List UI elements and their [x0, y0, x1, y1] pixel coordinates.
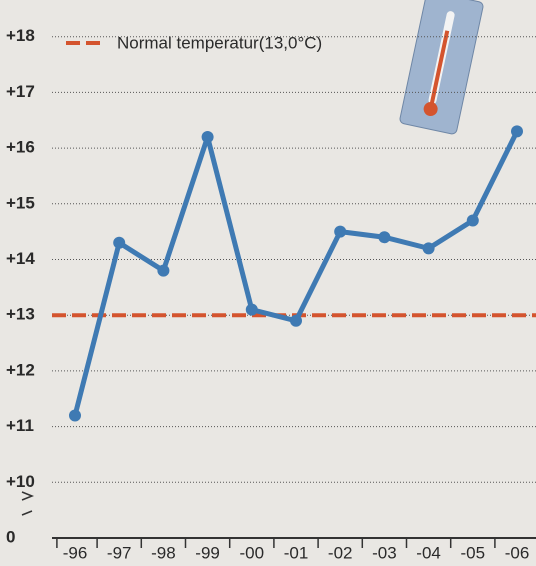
- page: 0 +10 +11 +12 +13 +14 +15 +16 +17 +18 -96 -97 -98 -99…: [0, 0, 536, 566]
- x-tick-label: -01: [284, 543, 309, 562]
- x-tick-label: -02: [328, 543, 353, 562]
- data-point: [246, 304, 258, 316]
- data-point: [113, 237, 125, 249]
- chart: 0 +10 +11 +12 +13 +14 +15 +16 +17 +18 -96 -97 -98 -99…: [0, 0, 536, 566]
- x-tick-label: -04: [416, 543, 441, 562]
- data-point: [157, 265, 169, 277]
- x-tick-label: -99: [195, 543, 220, 562]
- data-point: [290, 315, 302, 327]
- y-tick-label: +14: [6, 249, 35, 268]
- y-tick-label: +13: [6, 305, 35, 324]
- x-tick-label: -96: [63, 543, 88, 562]
- x-tick-label: -97: [107, 543, 132, 562]
- y-tick-label: +11: [6, 416, 34, 435]
- data-point: [378, 231, 390, 243]
- x-tick-label: -06: [505, 543, 530, 562]
- x-tick-label: -98: [151, 543, 176, 562]
- x-tick-label: -03: [372, 543, 397, 562]
- data-point: [69, 409, 81, 421]
- data-point: [467, 215, 479, 227]
- y-tick-label: 0: [6, 527, 15, 546]
- y-tick-label: +17: [6, 82, 35, 101]
- data-point: [202, 131, 214, 143]
- x-tick-label: -05: [461, 543, 486, 562]
- data-point: [334, 226, 346, 238]
- y-tick-label: +10: [6, 472, 35, 491]
- x-tick-label: -00: [240, 543, 265, 562]
- data-point: [423, 242, 435, 254]
- data-point: [511, 125, 523, 137]
- y-tick-label: +16: [6, 138, 35, 157]
- legend-label: Normal temperatur(13,0°C): [117, 33, 322, 52]
- y-tick-label: +12: [6, 360, 35, 379]
- y-tick-label: +18: [6, 26, 35, 45]
- y-tick-label: +15: [6, 193, 35, 212]
